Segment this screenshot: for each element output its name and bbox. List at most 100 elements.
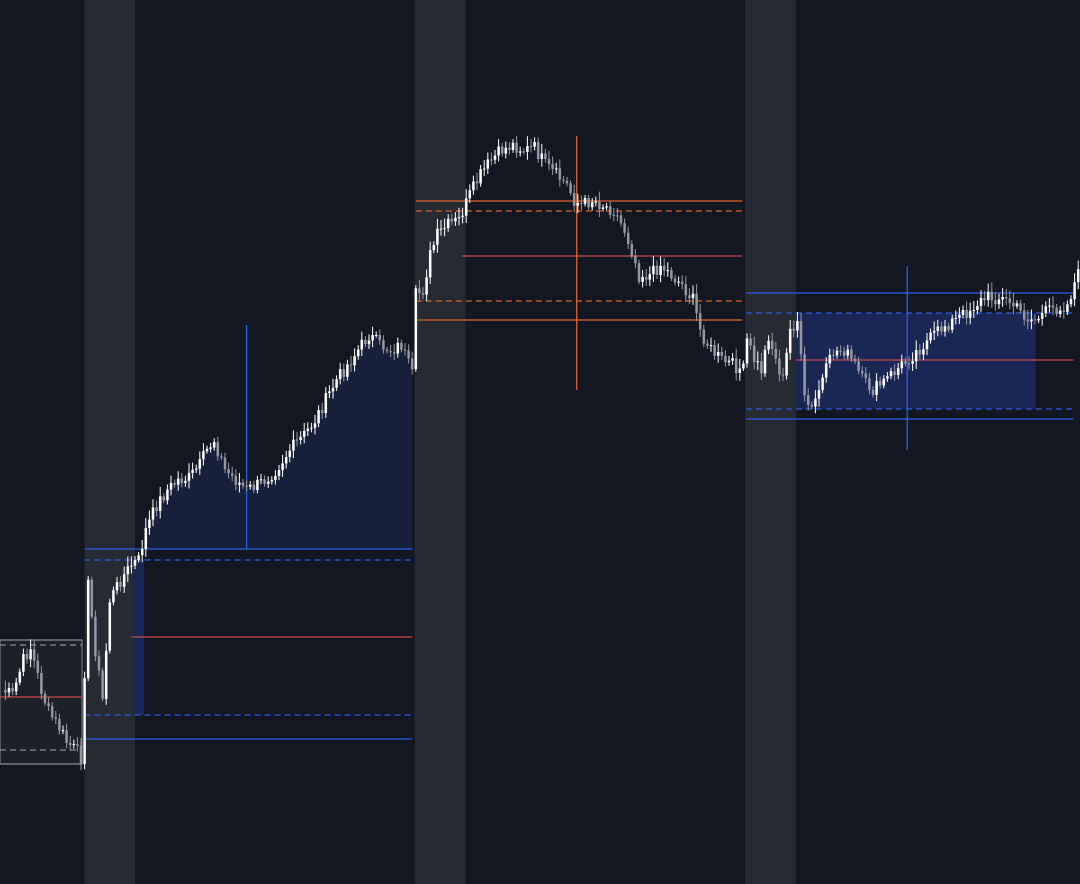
- candle-body: [50, 706, 54, 718]
- session-band-2: [414, 0, 466, 884]
- candle-body: [101, 670, 104, 699]
- candle-body: [22, 654, 25, 672]
- candle-body: [428, 250, 432, 278]
- candle-body: [576, 202, 580, 206]
- candle-body: [853, 358, 857, 362]
- candle-body: [425, 277, 428, 295]
- candle-body: [536, 142, 540, 160]
- candle-body: [522, 151, 526, 153]
- candle-body: [389, 351, 392, 353]
- candle-body: [421, 293, 425, 295]
- candle-body: [230, 473, 234, 476]
- candle-body: [94, 616, 97, 657]
- candle-body: [40, 672, 43, 694]
- candle-body: [382, 340, 385, 350]
- candle-body: [958, 314, 961, 318]
- candle-body: [976, 305, 979, 311]
- candle-body: [202, 451, 205, 460]
- candle-body: [968, 310, 972, 318]
- candle-body: [486, 159, 490, 169]
- candle-body: [68, 742, 72, 746]
- candle-body: [626, 232, 630, 245]
- candle-body: [1008, 298, 1012, 303]
- candle-body: [684, 284, 688, 296]
- candle-body: [709, 345, 713, 347]
- candle-body: [868, 378, 871, 390]
- candle-body: [752, 345, 756, 363]
- candle-body: [720, 352, 724, 356]
- candle-body: [810, 404, 814, 407]
- candle-body: [590, 202, 594, 208]
- candle-body: [986, 291, 990, 301]
- candle-body: [108, 602, 112, 651]
- candle-body: [677, 281, 680, 283]
- candle-body: [43, 693, 47, 704]
- candle-body: [670, 270, 673, 279]
- candle-body: [14, 682, 18, 692]
- candle-body: [616, 215, 619, 217]
- candle-body: [432, 244, 436, 251]
- candle-body: [792, 328, 796, 331]
- candle-body: [410, 358, 414, 370]
- candle-body: [662, 265, 666, 271]
- candle-body: [835, 350, 839, 356]
- candle-body: [965, 309, 968, 318]
- candle-body: [569, 183, 572, 194]
- candle-body: [313, 423, 317, 428]
- candle-body: [1033, 319, 1037, 321]
- candle-body: [454, 217, 457, 222]
- candle-body: [72, 744, 76, 746]
- candle-body: [162, 496, 166, 501]
- candle-body: [392, 352, 396, 354]
- candle-body: [187, 472, 191, 481]
- candle-body: [446, 218, 450, 229]
- candle-body: [742, 363, 745, 369]
- candle-body: [328, 391, 331, 394]
- candle-body: [893, 371, 896, 375]
- candle-body: [979, 297, 983, 306]
- candle-body: [896, 368, 900, 375]
- candle-body: [860, 370, 864, 374]
- candle-body: [630, 244, 634, 256]
- candle-body: [180, 478, 184, 483]
- candles-layer: [4, 136, 1080, 771]
- candle-body: [144, 527, 148, 549]
- candle-body: [396, 342, 400, 354]
- candle-body: [274, 475, 277, 480]
- candle-body: [194, 468, 198, 470]
- candle-body: [882, 378, 886, 386]
- candle-body: [310, 427, 313, 429]
- candle-body: [839, 350, 842, 352]
- candle-body: [166, 489, 169, 501]
- candle-body: [324, 393, 328, 414]
- candle-body: [551, 163, 554, 169]
- candle-body: [482, 168, 486, 170]
- candle-body: [605, 206, 608, 208]
- candle-body: [925, 340, 929, 350]
- candle-body: [126, 566, 130, 575]
- candle-body: [1012, 302, 1015, 307]
- candle-body: [292, 439, 295, 451]
- candle-body: [673, 278, 677, 283]
- candle-body: [598, 201, 601, 210]
- candle-body: [176, 478, 180, 485]
- session-bands-layer: [84, 0, 796, 884]
- candle-body: [104, 650, 108, 699]
- candle-body: [468, 190, 472, 199]
- candle-body: [1022, 310, 1026, 320]
- candle-body: [320, 410, 324, 414]
- candle-body: [11, 687, 14, 692]
- candle-body: [832, 354, 835, 356]
- candle-body: [191, 469, 194, 473]
- candle-body: [562, 179, 565, 181]
- candle-body: [450, 218, 454, 222]
- candle-body: [29, 649, 32, 660]
- candle-body: [1044, 306, 1048, 314]
- candle-body: [518, 151, 522, 153]
- candle-body: [490, 159, 493, 161]
- candle-body: [1062, 310, 1066, 312]
- candle-body: [277, 470, 281, 476]
- candle-body: [1026, 319, 1030, 322]
